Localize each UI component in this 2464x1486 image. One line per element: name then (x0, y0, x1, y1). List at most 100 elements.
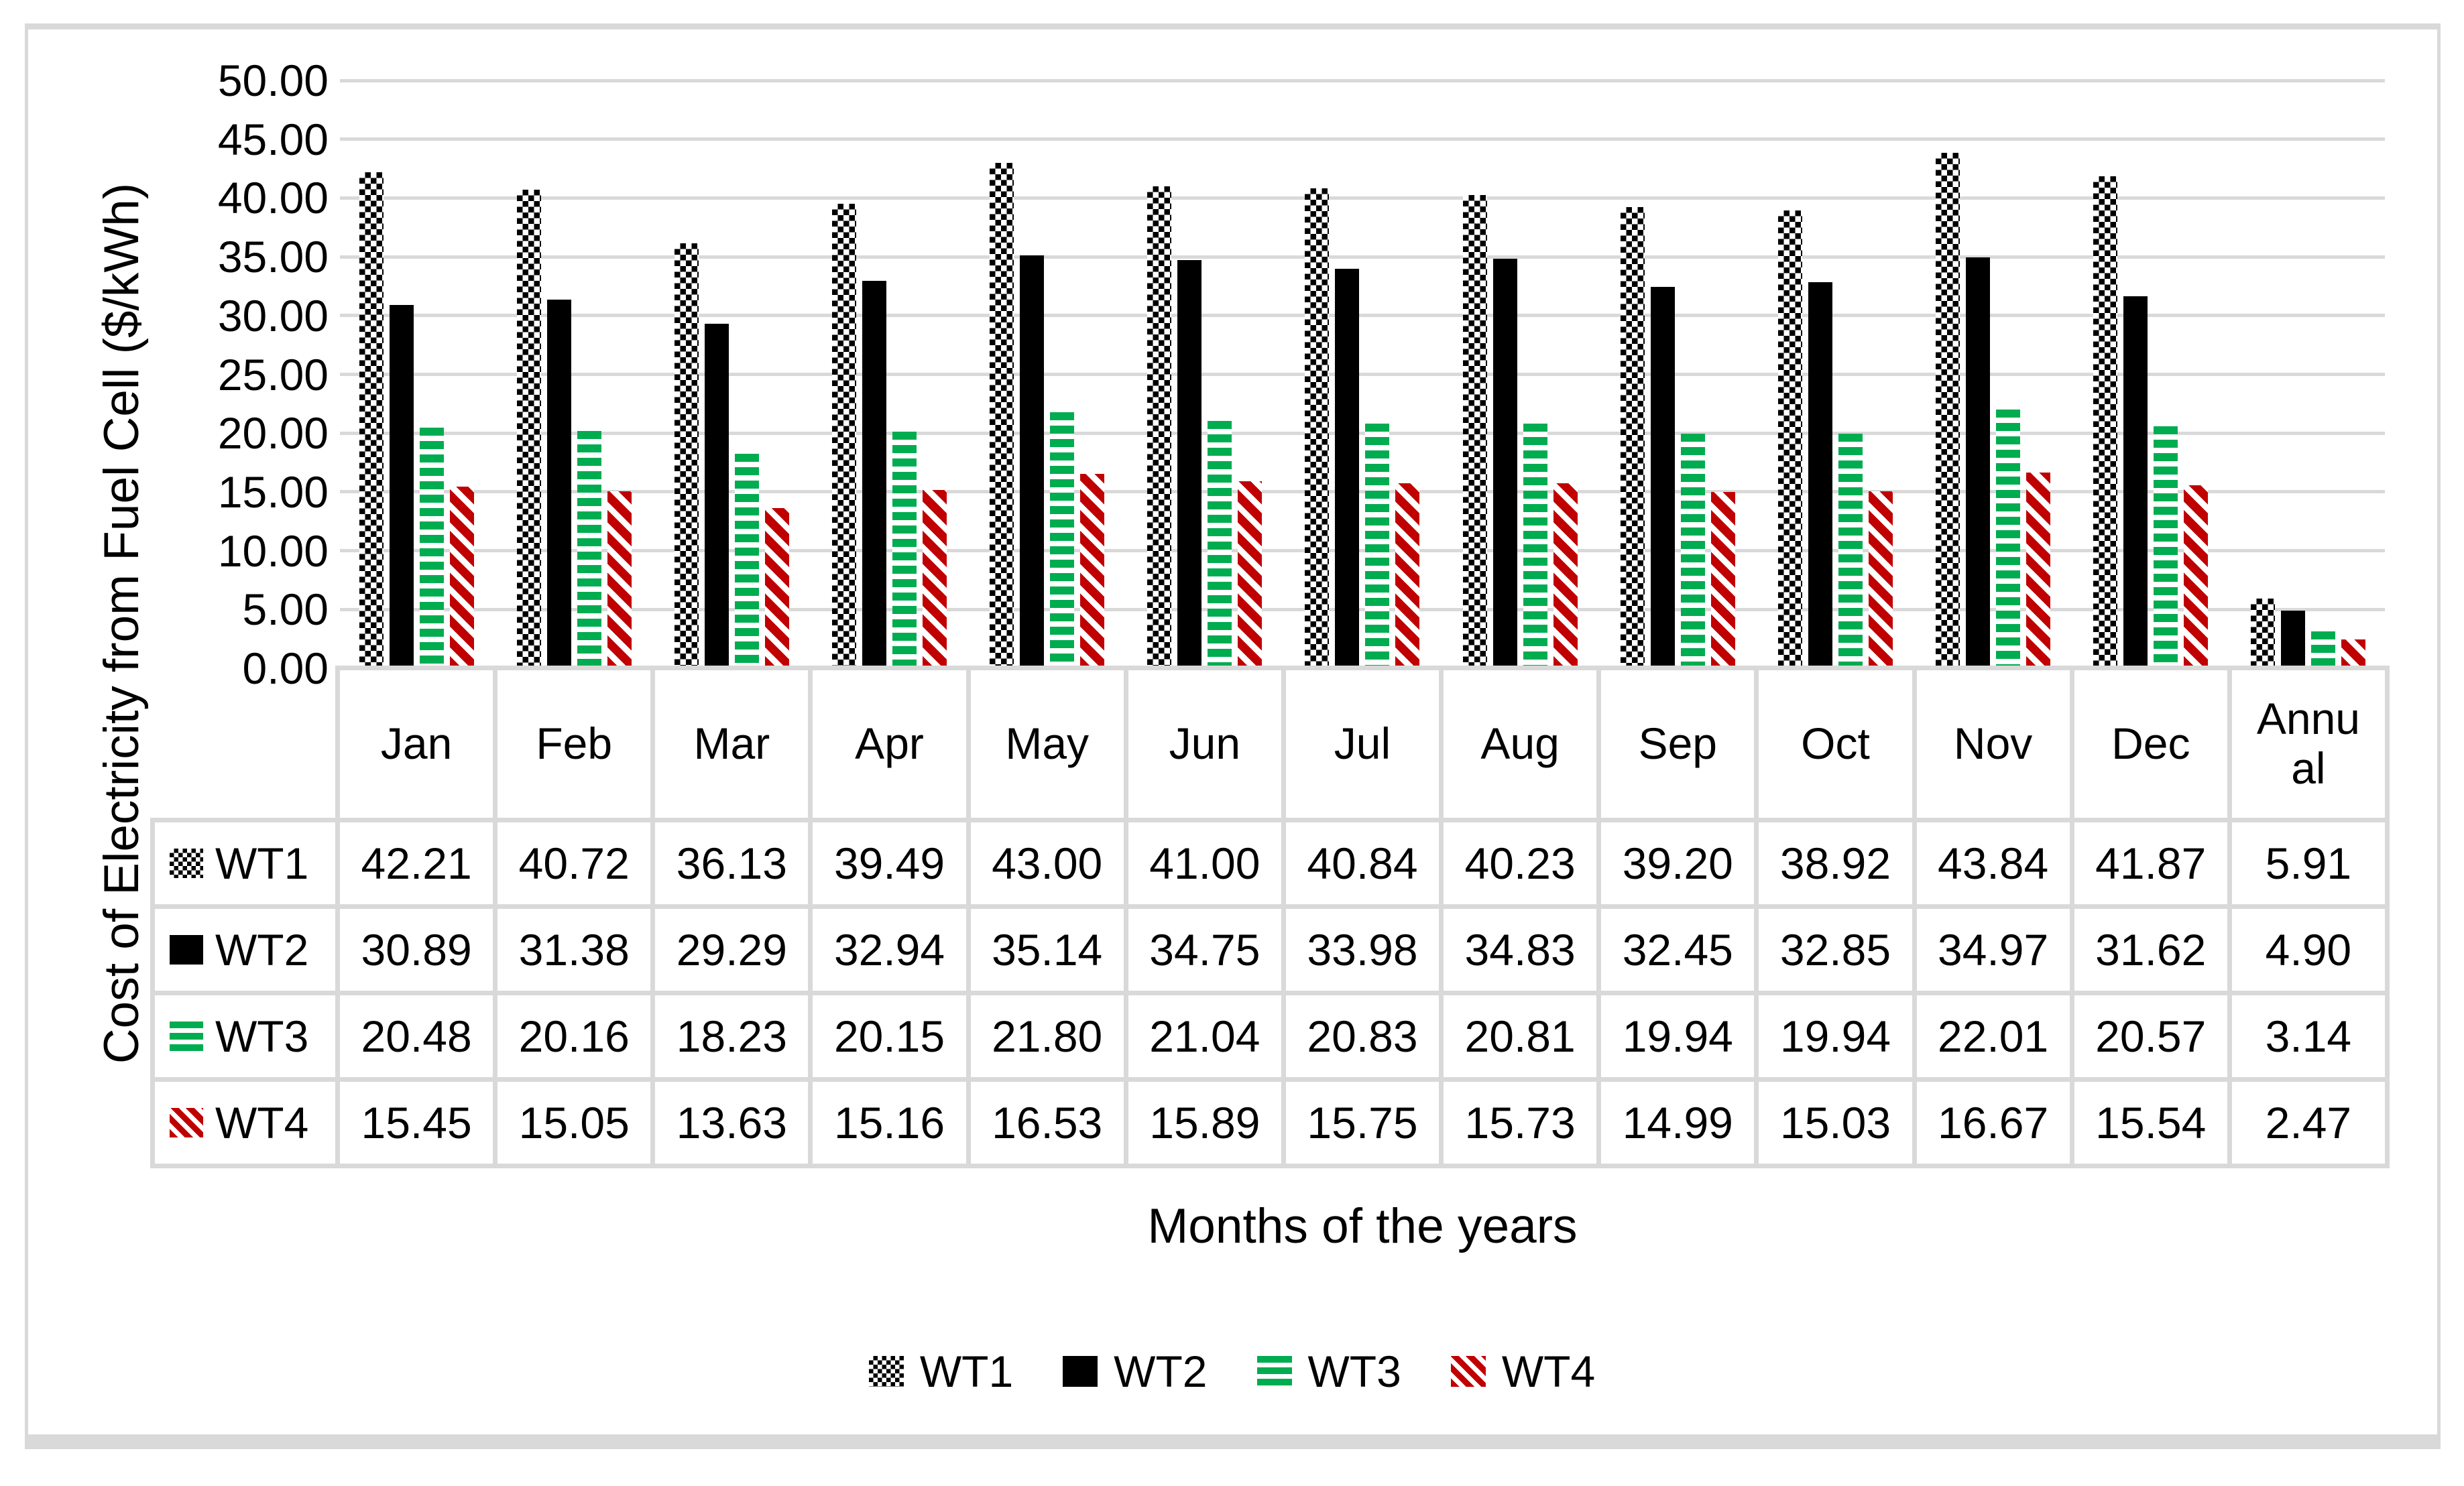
table-value-wt4-dec: 15.54 (2074, 1082, 2227, 1164)
table-value-wt3-mar: 18.23 (655, 995, 809, 1077)
data-table: Jan Feb Mar Apr May Jun Jul Aug Sep Oct Nov Dec Annu… (335, 666, 2390, 1168)
table-value-wt4-feb: 15.05 (497, 1082, 651, 1164)
table-value-wt1-oct: 38.92 (1759, 822, 1912, 904)
legend-label: WT4 (1501, 1346, 1596, 1396)
bar-wt2-nov (1966, 257, 1991, 668)
y-tick-label: 15.00 (217, 467, 329, 517)
bar-wt2-sep (1650, 286, 1675, 668)
bar-wt4-jun (1238, 481, 1263, 668)
bar-wt2-mar (704, 324, 729, 668)
bar-wt1-jun (1147, 186, 1172, 668)
bar-wt2-apr (862, 281, 887, 668)
table-value-wt3-oct: 19.94 (1759, 995, 1912, 1077)
bar-wt1-sep (1620, 207, 1645, 668)
y-tick-label: 45.00 (217, 114, 329, 164)
bar-wt4-sep (1710, 492, 1735, 668)
table-value-wt1-nov: 43.84 (1916, 822, 2070, 904)
table-value-wt1-feb: 40.72 (497, 822, 651, 904)
bar-wt1-dec (2093, 176, 2118, 668)
bar-wt3-annual (2311, 631, 2336, 668)
bar-wt2-feb (546, 299, 571, 668)
table-value-wt3-nov: 22.01 (1916, 995, 2070, 1077)
table-header-apr: Apr (813, 670, 966, 818)
table-value-wt2-nov: 34.97 (1916, 909, 2070, 991)
table-row-label-wt1: WT1 (155, 822, 335, 904)
y-tick-label: 0.00 (242, 643, 329, 693)
gridline (340, 431, 2385, 435)
table-header-oct: Oct (1759, 670, 1912, 818)
table-header-nov: Nov (1916, 670, 2070, 818)
wt1-pattern-key-icon (170, 849, 203, 878)
table-value-wt3-annual: 3.14 (2231, 995, 2385, 1077)
bar-wt3-mar (734, 454, 759, 668)
bar-wt3-aug (1523, 424, 1547, 668)
bar-wt1-may (990, 162, 1014, 668)
bar-wt1-apr (832, 204, 857, 668)
table-value-wt3-aug: 20.81 (1444, 995, 1597, 1077)
wt2-legend-swatch-icon (1063, 1355, 1098, 1387)
bar-wt2-jan (389, 305, 414, 668)
table-header-feb: Feb (497, 670, 651, 818)
table-value-wt3-jul: 20.83 (1285, 995, 1440, 1077)
bar-wt3-may (1050, 412, 1075, 668)
legend: WT1 WT2 WT3 WT4 (25, 1339, 2439, 1403)
y-tick-label: 40.00 (217, 173, 329, 223)
table-header-may: May (970, 670, 1124, 818)
y-tick-label: 50.00 (217, 56, 329, 105)
table-value-wt2-oct: 32.85 (1759, 909, 1912, 991)
table-value-wt1-sep: 39.20 (1601, 822, 1755, 904)
table-value-wt3-may: 21.80 (970, 995, 1124, 1077)
y-tick-label: 30.00 (217, 290, 329, 340)
bar-wt1-annual (2251, 599, 2276, 668)
table-value-wt1-jun: 41.00 (1128, 822, 1281, 904)
gridline (340, 255, 2385, 259)
table-value-wt2-may: 35.14 (970, 909, 1124, 991)
bar-wt4-mar (764, 507, 789, 668)
legend-item-wt1: WT1 (868, 1346, 1013, 1397)
legend-item-wt2: WT2 (1063, 1346, 1208, 1397)
gridline (340, 196, 2385, 200)
x-axis-title: Months of the years (1147, 1199, 1578, 1253)
table-value-wt4-mar: 13.63 (655, 1082, 809, 1164)
bar-wt4-may (1080, 474, 1105, 668)
bar-wt4-annual (2341, 639, 2366, 668)
y-tick-label: 20.00 (217, 408, 329, 458)
wt1-legend-swatch-icon (868, 1355, 904, 1387)
bar-wt2-aug (1492, 259, 1517, 668)
bar-wt3-oct (1838, 434, 1863, 668)
table-value-wt4-apr: 15.16 (813, 1082, 966, 1164)
table-value-wt1-dec: 41.87 (2074, 822, 2227, 904)
y-tick-label: 10.00 (217, 525, 329, 576)
bar-wt2-jul (1335, 269, 1360, 668)
bar-wt4-jan (449, 487, 474, 668)
bar-wt2-may (1020, 255, 1045, 668)
table-row-label-wt3: WT3 (155, 995, 335, 1077)
table-value-wt4-sep: 14.99 (1601, 1082, 1755, 1164)
bar-wt3-jan (419, 427, 444, 668)
series-name: WT2 (215, 925, 309, 975)
table-value-wt2-feb: 31.38 (497, 909, 651, 991)
gridline (340, 78, 2385, 82)
bar-wt1-oct (1777, 210, 1802, 668)
table-value-wt3-dec: 20.57 (2074, 995, 2227, 1077)
bar-wt1-aug (1462, 195, 1487, 668)
table-value-wt2-dec: 31.62 (2074, 909, 2227, 991)
table-value-wt4-aug: 15.73 (1444, 1082, 1597, 1164)
table-value-wt3-apr: 20.15 (813, 995, 966, 1077)
gridline (340, 607, 2385, 611)
bar-wt4-jul (1395, 483, 1420, 668)
bar-wt2-annual (2281, 611, 2306, 668)
legend-label: WT2 (1114, 1346, 1208, 1396)
table-row-label-wt2: WT2 (155, 909, 335, 991)
table-header-dec: Dec (2074, 670, 2227, 818)
plot-area (340, 78, 2385, 668)
table-header-mar: Mar (655, 670, 809, 818)
bar-wt3-dec (2154, 426, 2178, 668)
bar-wt4-nov (2026, 472, 2051, 668)
bar-wt3-nov (1996, 409, 2021, 668)
table-value-wt2-annual: 4.90 (2231, 909, 2385, 991)
table-value-wt4-jun: 15.89 (1128, 1082, 1281, 1164)
bar-wt4-feb (607, 491, 632, 668)
gridline (340, 137, 2385, 141)
series-label-column: WT1 WT2 WT3 WT4 (150, 818, 335, 1168)
